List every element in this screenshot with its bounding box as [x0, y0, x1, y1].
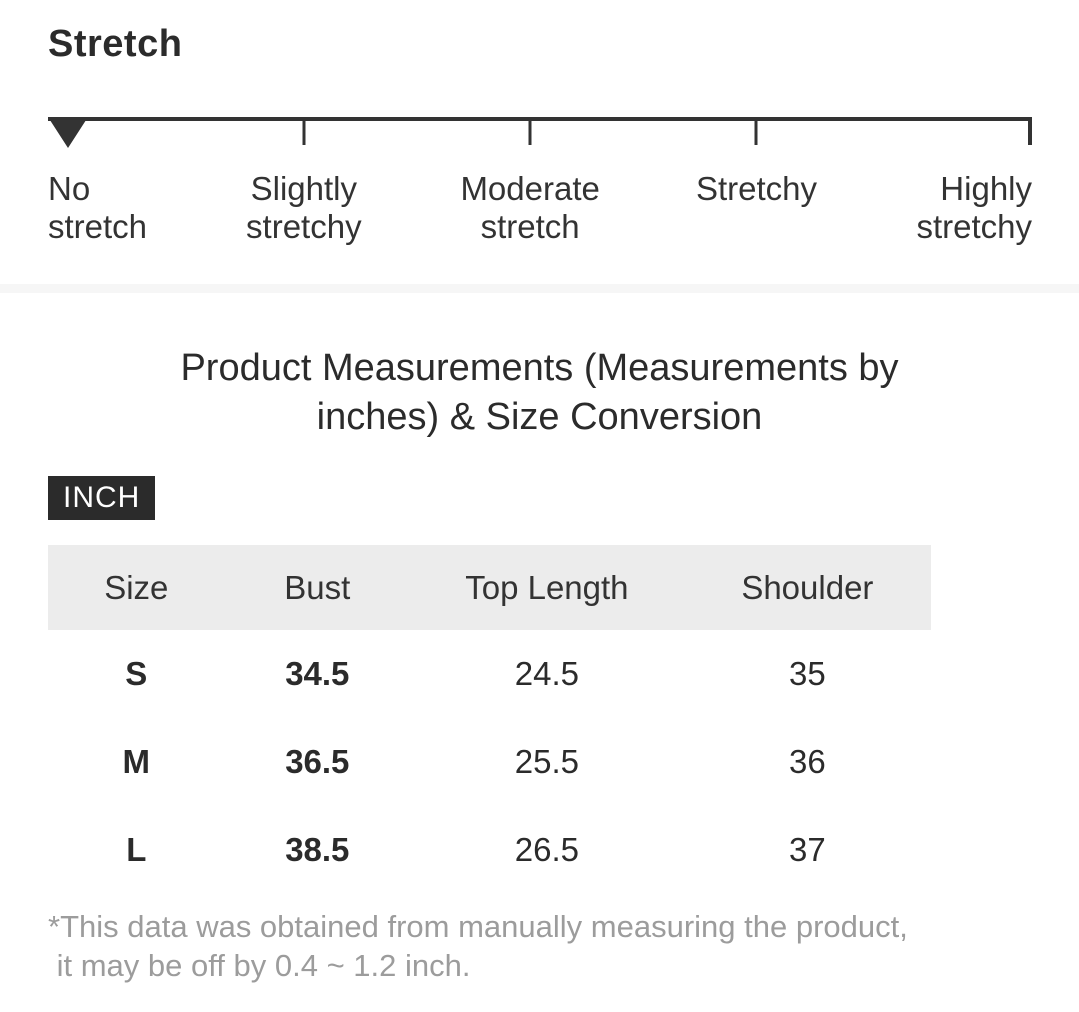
stretch-level-moderate-stretch: Moderate stretch — [460, 170, 600, 245]
scale-tick — [528, 117, 532, 145]
unit-badge-row: INCH — [48, 476, 1031, 520]
measurements-title: Product Measurements (Measurements by inc… — [48, 344, 1031, 442]
inch-unit-badge: INCH — [48, 476, 156, 520]
cell-bust: 34.5 — [285, 655, 350, 692]
cell-bust: 36.5 — [285, 743, 350, 780]
column-header-shoulder: Shoulder — [683, 545, 931, 630]
cell-shoulder: 35 — [789, 655, 826, 692]
stretch-level-stretchy: Stretchy — [695, 170, 817, 207]
stretch-scale-labels: No stretch Slightly stretchy Moderate st… — [48, 170, 1032, 246]
measurement-disclaimer: *This data was obtained from manually me… — [48, 907, 1031, 985]
measurements-title-line2: inches) & Size Conversion — [316, 396, 763, 438]
cell-size: M — [122, 743, 151, 780]
scale-end-tick — [1028, 117, 1032, 145]
stretch-section: Stretch No stretch Slightly stretchy Mod… — [0, 0, 1079, 246]
stretch-heading: Stretch — [48, 23, 183, 65]
measurements-title-line1: Product Measurements (Measurements by — [180, 347, 899, 389]
size-measurements-table: Size Bust Top Length Shoulder S 34.5 24.… — [48, 545, 931, 894]
column-header-size: Size — [48, 545, 225, 630]
table-row: L 38.5 26.5 37 — [48, 806, 931, 894]
triangle-marker-icon — [48, 117, 88, 148]
section-divider — [0, 284, 1079, 293]
cell-top-length: 25.5 — [514, 743, 579, 780]
cell-top-length: 24.5 — [514, 655, 579, 692]
stretch-level-no-stretch: No stretch — [48, 170, 148, 245]
table-row: S 34.5 24.5 35 — [48, 630, 931, 718]
measurements-section: Product Measurements (Measurements by inc… — [0, 293, 1079, 985]
cell-size: L — [126, 831, 147, 868]
measurement-disclaimer-line1: *This data was obtained from manually me… — [48, 909, 908, 944]
scale-tick — [754, 117, 758, 145]
cell-shoulder: 37 — [789, 831, 826, 868]
cell-bust: 38.5 — [285, 831, 350, 868]
column-header-bust: Bust — [224, 545, 411, 630]
table-header-row: Size Bust Top Length Shoulder — [48, 545, 931, 630]
cell-top-length: 26.5 — [514, 831, 579, 868]
table-row: M 36.5 25.5 36 — [48, 718, 931, 806]
measurement-disclaimer-line2: it may be off by 0.4 ~ 1.2 inch. — [48, 948, 471, 983]
cell-size: S — [125, 655, 148, 692]
stretch-scale-line — [48, 117, 1032, 148]
stretch-level-slightly-stretchy: Slightly stretchy — [246, 170, 362, 245]
column-header-top-length: Top Length — [410, 545, 684, 630]
stretch-level-highly-stretchy: Highly stretchy — [916, 170, 1032, 245]
cell-shoulder: 36 — [789, 743, 826, 780]
scale-tick — [302, 117, 306, 145]
